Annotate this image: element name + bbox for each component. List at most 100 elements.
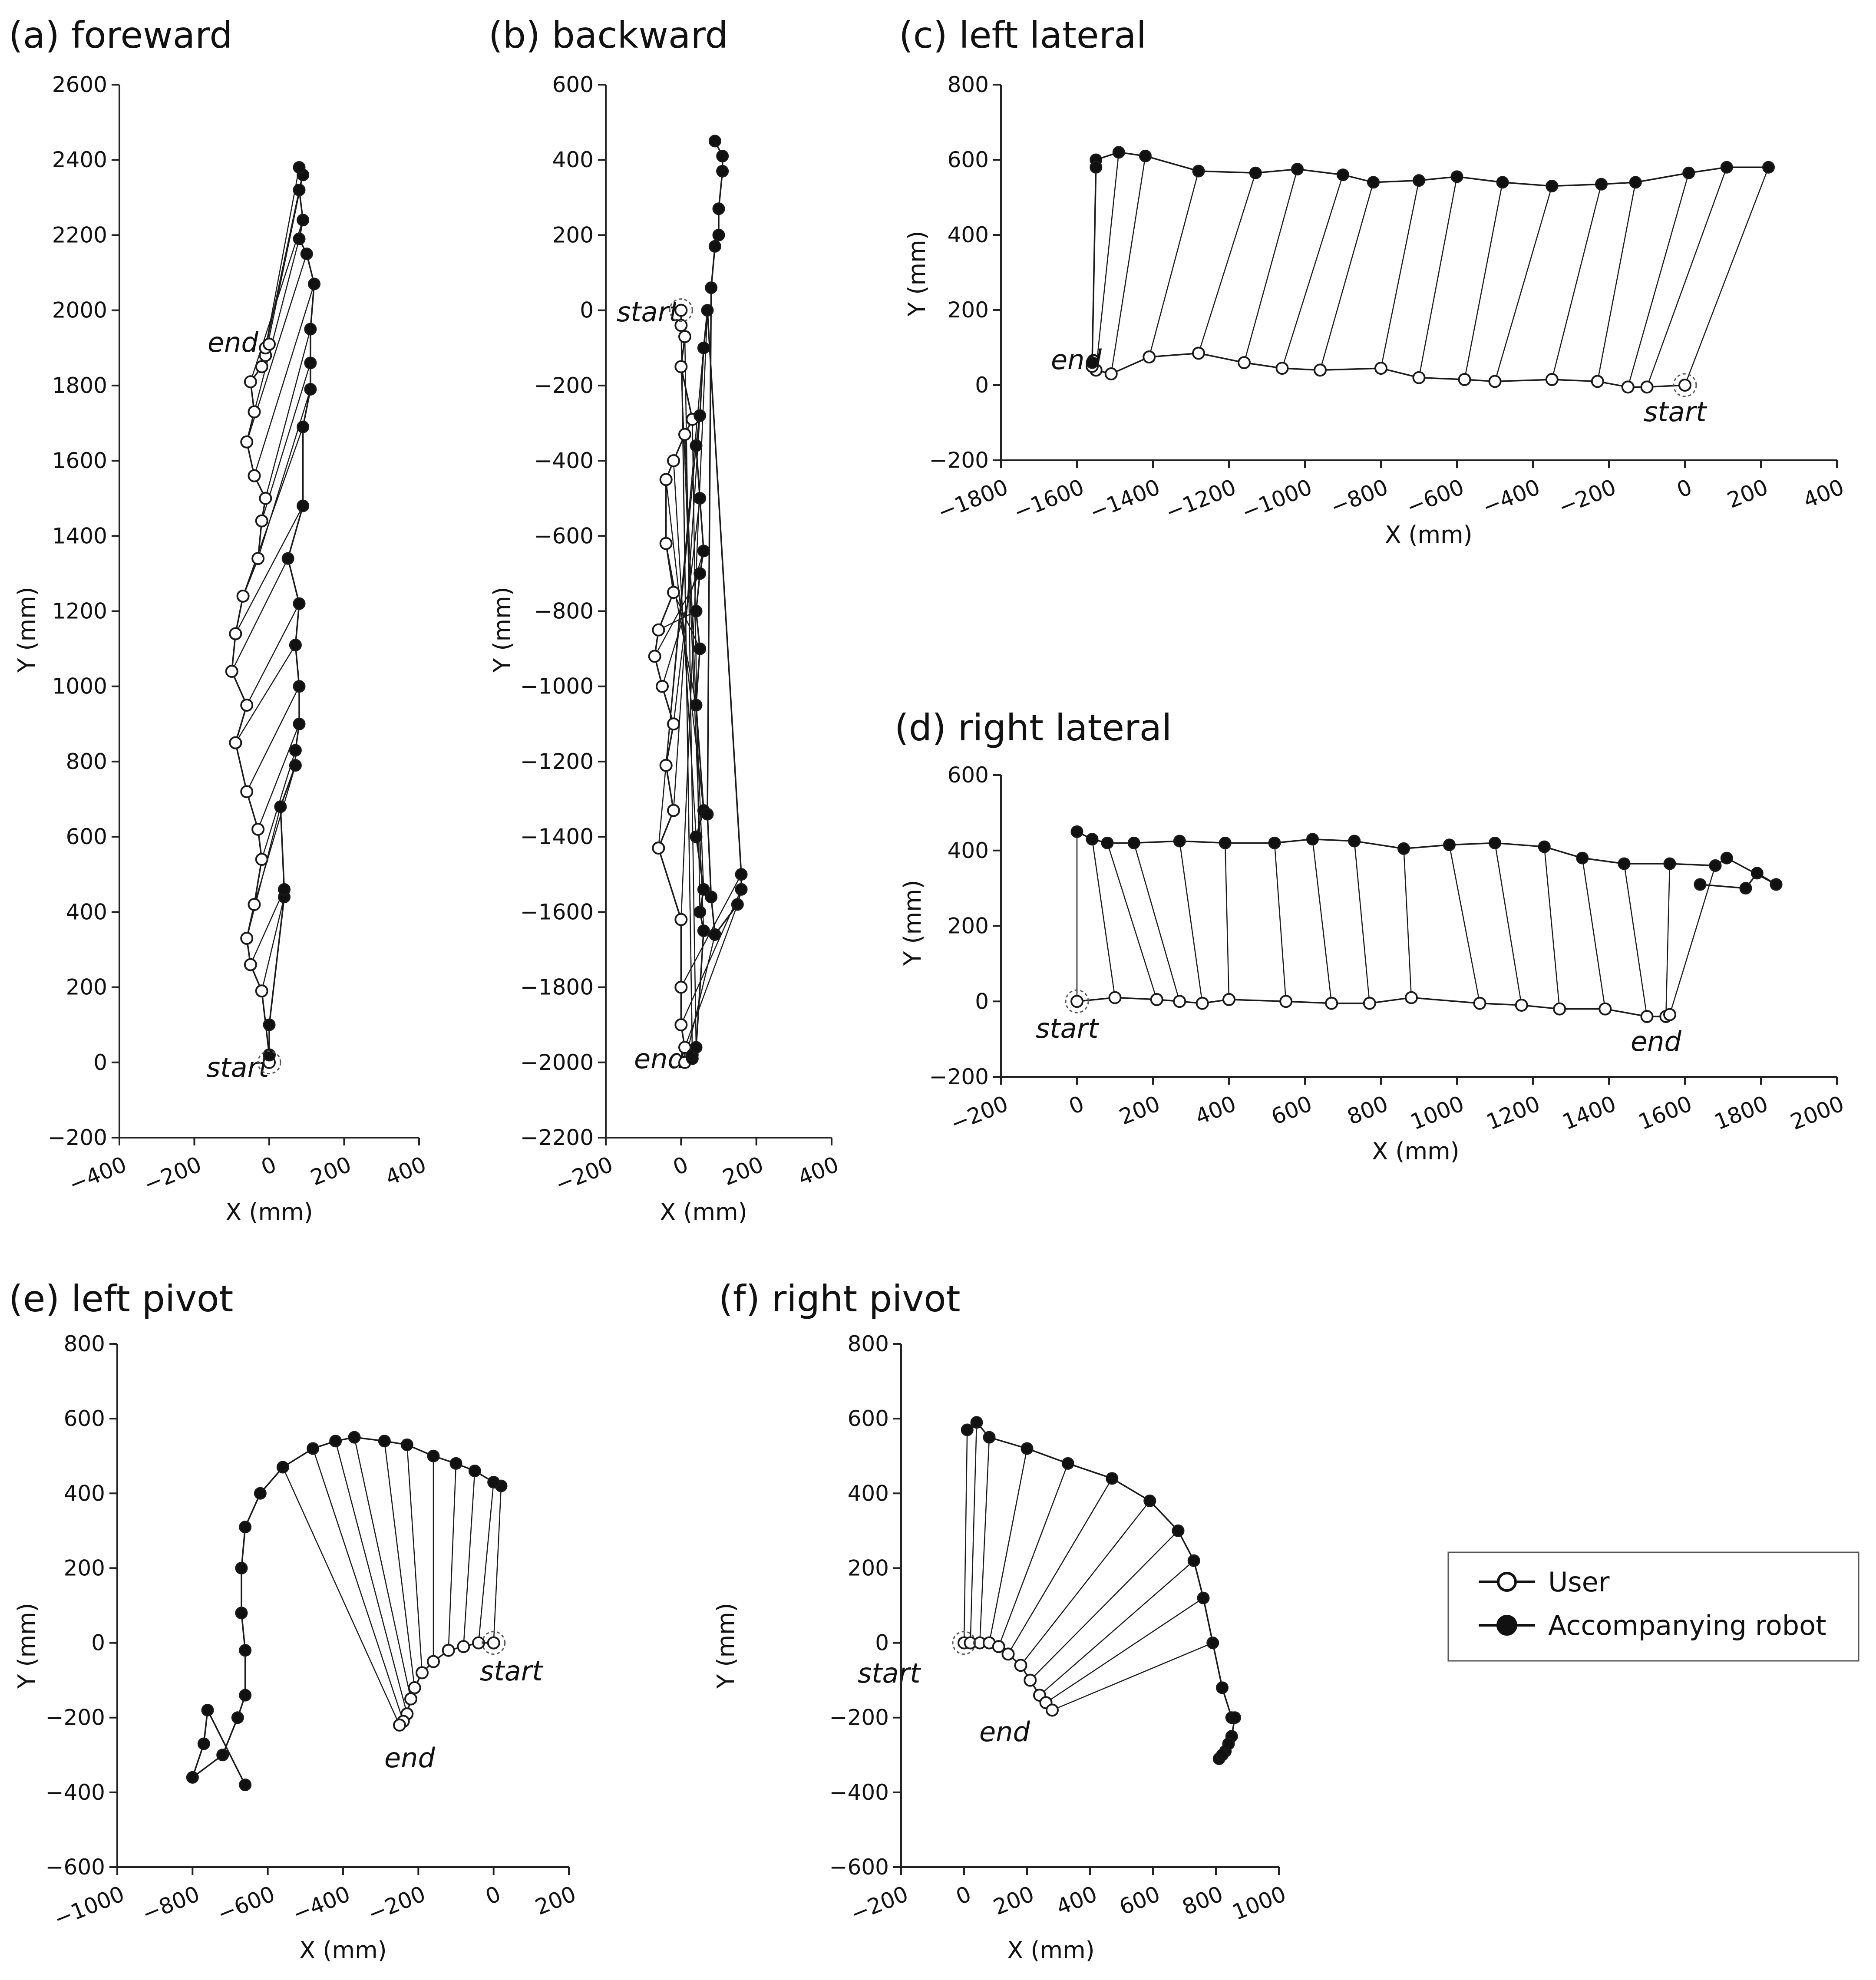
user-point bbox=[1104, 367, 1118, 381]
connector-line bbox=[265, 329, 311, 498]
y-tick-label-right-pivot: 0 bbox=[875, 1630, 889, 1656]
robot-point bbox=[293, 232, 306, 245]
panel-backward: (b) backward Y (mm) X (mm) start end −22… bbox=[489, 14, 842, 1226]
user-point bbox=[1150, 993, 1163, 1006]
start-annotation-left-lateral: start bbox=[1644, 396, 1708, 428]
y-tick-label-foreward: 1600 bbox=[52, 448, 107, 473]
user-point bbox=[648, 650, 661, 663]
robot-point bbox=[289, 759, 302, 772]
y-tick-label-backward: 400 bbox=[552, 147, 594, 172]
y-tick-label-right-lateral: 400 bbox=[948, 838, 989, 863]
robot-point bbox=[304, 323, 317, 336]
y-tick-label-backward: −200 bbox=[534, 373, 594, 398]
user-point bbox=[1363, 997, 1376, 1010]
legend-user-marker bbox=[1497, 1572, 1517, 1592]
y-tick-label-backward: −2000 bbox=[520, 1050, 594, 1075]
connector-line bbox=[1627, 172, 1689, 387]
robot-point bbox=[297, 499, 310, 512]
robot-point bbox=[735, 868, 748, 881]
user-point bbox=[1001, 1647, 1015, 1661]
connector-line bbox=[1243, 169, 1298, 363]
robot-point bbox=[186, 1771, 199, 1784]
connector-line bbox=[1544, 846, 1560, 1009]
y-tick-label-backward: 600 bbox=[552, 72, 594, 97]
connector-line bbox=[254, 284, 315, 476]
robot-point bbox=[970, 1416, 983, 1429]
user-point bbox=[244, 375, 257, 389]
origin-dashed-marker-backward bbox=[669, 298, 693, 323]
robot-point bbox=[694, 492, 707, 505]
user-point bbox=[229, 627, 242, 640]
connector-line bbox=[1225, 843, 1230, 1000]
y-tick-label-foreward: 2000 bbox=[52, 298, 107, 323]
user-point bbox=[1275, 362, 1289, 375]
connector-line bbox=[254, 238, 300, 412]
y-tick-label-right-pivot: −200 bbox=[829, 1705, 889, 1730]
user-point bbox=[487, 1636, 500, 1650]
robot-point bbox=[1139, 149, 1152, 162]
robot-point bbox=[1061, 1457, 1074, 1470]
connector-line bbox=[463, 1471, 476, 1647]
connector-line bbox=[1597, 182, 1636, 382]
robot-point bbox=[731, 898, 744, 911]
panel-title-backward: (b) backward bbox=[489, 14, 728, 56]
robot-point bbox=[1750, 867, 1764, 880]
origin-dashed-marker-right-pivot bbox=[952, 1631, 976, 1655]
user-point bbox=[1591, 375, 1604, 388]
robot-point bbox=[1720, 851, 1733, 865]
user-point bbox=[1325, 997, 1338, 1010]
y-tick-label-backward: −400 bbox=[534, 448, 594, 473]
robot-point bbox=[300, 248, 313, 261]
origin-dashed-marker-left-pivot bbox=[482, 1631, 506, 1655]
user-point bbox=[251, 552, 265, 565]
robot-point bbox=[705, 891, 718, 904]
y-tick-label-right-pivot: 800 bbox=[848, 1331, 889, 1356]
y-tick-label-backward: −1400 bbox=[520, 824, 594, 849]
robot-point bbox=[278, 883, 291, 896]
connector-line bbox=[1110, 156, 1146, 374]
robot-point bbox=[694, 905, 707, 918]
user-point bbox=[427, 1655, 440, 1668]
user-point bbox=[1412, 371, 1426, 384]
user-point bbox=[1553, 1002, 1566, 1016]
robot-point bbox=[201, 1704, 214, 1716]
x-axis-label-right-pivot: X (mm) bbox=[1007, 1937, 1095, 1964]
user-point bbox=[1458, 373, 1471, 386]
connector-line bbox=[1665, 864, 1671, 1017]
legend-robot-label: Accompanying robot bbox=[1548, 1610, 1826, 1641]
robot-point bbox=[1682, 166, 1695, 179]
robot-point bbox=[297, 214, 310, 227]
robot-point bbox=[690, 439, 703, 452]
y-tick-label-backward: −1800 bbox=[520, 975, 594, 1000]
robot-point bbox=[239, 1779, 252, 1792]
start-annotation-backward: start bbox=[617, 296, 680, 328]
user-point bbox=[251, 822, 265, 836]
connector-line bbox=[265, 175, 304, 356]
y-axis-label-foreward: Y (mm) bbox=[13, 587, 40, 673]
connector-line bbox=[1091, 839, 1116, 998]
connector-line bbox=[1403, 848, 1412, 998]
robot-point bbox=[708, 928, 721, 941]
robot-point bbox=[1450, 170, 1463, 183]
user-point bbox=[1014, 1659, 1027, 1672]
connector-line bbox=[1274, 843, 1287, 1002]
legend-box bbox=[1447, 1551, 1859, 1662]
robot-point bbox=[293, 161, 306, 174]
panel-title-right-lateral: (d) right lateral bbox=[895, 706, 1172, 749]
y-tick-label-foreward: 2400 bbox=[52, 147, 107, 172]
robot-point bbox=[427, 1449, 440, 1462]
panel-title-left-lateral: (c) left lateral bbox=[899, 14, 1146, 56]
robot-point bbox=[1739, 882, 1752, 895]
robot-point bbox=[1187, 1554, 1200, 1567]
robot-point bbox=[216, 1749, 229, 1762]
user-point bbox=[240, 699, 254, 712]
robot-point bbox=[235, 1607, 248, 1620]
legend: User Accompanying robot bbox=[1447, 1551, 1859, 1662]
y-tick-label-left-pivot: 0 bbox=[91, 1630, 105, 1656]
robot-point bbox=[1090, 161, 1103, 174]
robot-point bbox=[961, 1423, 974, 1436]
connector-line bbox=[1045, 1597, 1204, 1703]
robot-point bbox=[231, 1711, 244, 1724]
